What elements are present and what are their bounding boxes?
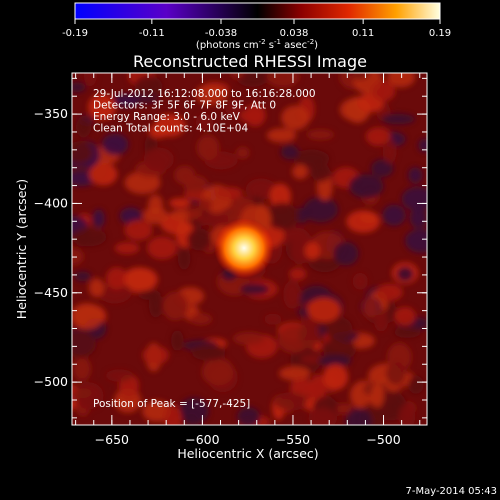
colorbar-ticks: -0.19 -0.11 -0.038 0.038 0.11 0.19 [62,19,451,39]
peak-source [214,218,275,279]
x-tick-label: −500 [366,432,400,447]
info-line: Energy Range: 3.0 - 6.0 keV [93,111,241,123]
x-tick-label: −650 [95,432,129,447]
y-tick-label: −350 [34,106,68,121]
peak-position-label: Position of Peak = [-577,-425] [93,398,250,410]
info-line: Detectors: 3F 5F 6F 7F 8F 9F, Att 0 [93,100,276,112]
observation-info: 29-Jul-2012 16:12:08.000 to 16:16:28.000… [93,88,316,135]
date-stamp: 7-May-2014 05:43 [405,486,497,497]
plot-frame [71,72,428,426]
y-tick-label: −450 [34,285,68,300]
colorbar-tick-label: 0.19 [429,28,451,39]
chart-title: Reconstructed RHESSI Image [133,52,367,71]
info-line: Clean Total counts: 4.10E+04 [93,123,248,135]
image-area [72,73,427,425]
colorbar-tick-label: 0.038 [280,28,309,39]
x-tick-label: −600 [185,432,219,447]
x-tick-label: −550 [276,432,310,447]
colorbar-tick-label: -0.038 [205,28,237,39]
x-axis-label: Heliocentric X (arcsec) [177,446,318,461]
colorbar-unit-label: (photons cm-2 s-1 asec-2) [196,38,318,51]
colorbar-tick-label: 0.11 [352,28,374,39]
colorbar-tick-label: -0.19 [62,28,88,39]
info-line: 29-Jul-2012 16:12:08.000 to 16:16:28.000 [93,88,316,100]
colorbar-tick-label: -0.11 [139,28,165,39]
y-tick-label: −500 [34,374,68,389]
axis-ticks: −650 −600 −550 −500 −350 −400 −450 −500 [34,73,427,447]
y-axis-label: Heliocentric Y (arcsec) [14,179,29,319]
colorbar [74,2,441,20]
y-tick-label: −400 [34,195,68,210]
